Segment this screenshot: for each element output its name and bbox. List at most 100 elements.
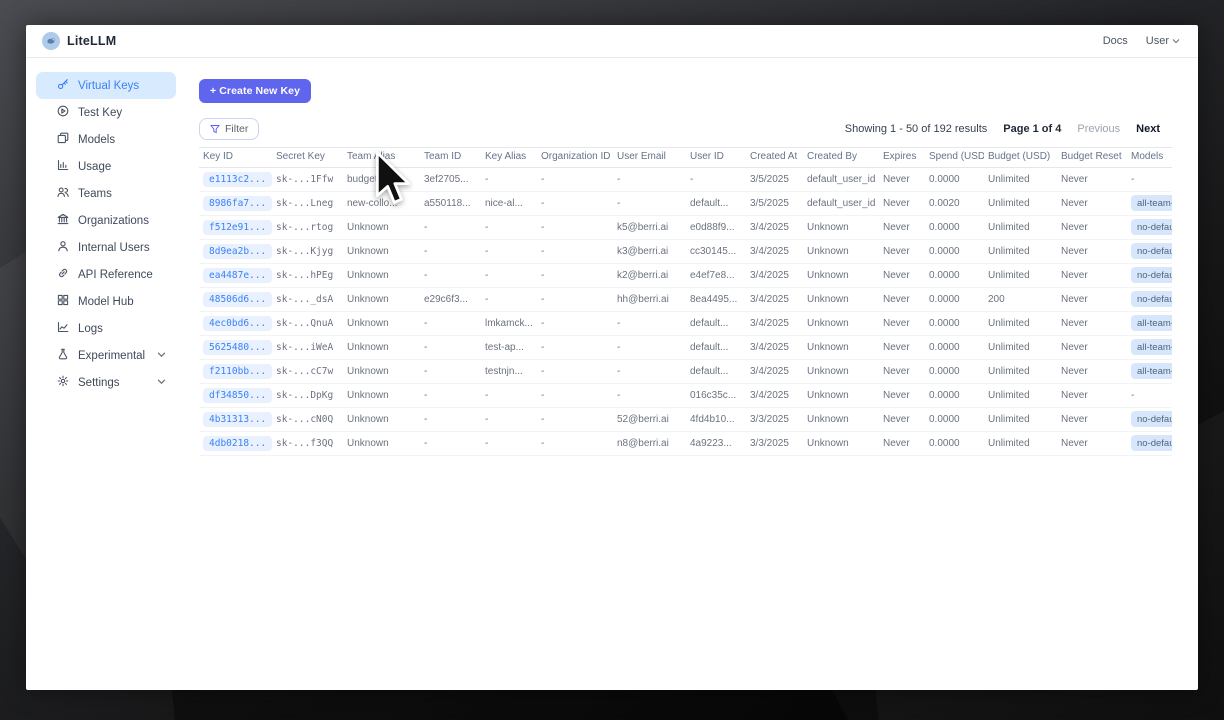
table-cell: Never: [1057, 431, 1127, 456]
litellm-logo-icon: [42, 32, 60, 50]
table-cell: Never: [1057, 191, 1127, 216]
key-id-badge[interactable]: f2110bb...: [203, 363, 272, 379]
key-id-badge[interactable]: ea4487e...: [203, 267, 272, 283]
table-cell: Unlimited: [984, 239, 1057, 264]
key-id-badge[interactable]: 4b31313...: [203, 411, 272, 427]
sidebar-item-virtual-keys[interactable]: Virtual Keys: [36, 72, 176, 99]
key-icon: [57, 78, 69, 93]
table-cell: -: [481, 263, 537, 288]
page-indicator: Page 1 of 4: [1003, 123, 1062, 135]
column-header: Budget Reset: [1057, 148, 1127, 168]
sidebar-item-label: Internal Users: [78, 241, 150, 254]
key-id-badge[interactable]: e1113c2...: [203, 171, 272, 187]
sidebar-item-experimental[interactable]: Experimental: [36, 342, 176, 369]
create-new-key-button[interactable]: + Create New Key: [199, 79, 312, 103]
key-id-badge[interactable]: 48506d6...: [203, 291, 272, 307]
table-cell: Unknown: [343, 383, 420, 408]
table-cell: -: [420, 215, 481, 240]
table-cell: Never: [879, 287, 925, 312]
model-badge: no-default: [1131, 243, 1172, 259]
secret-key: sk-...QnuA: [276, 317, 334, 329]
table-cell: Never: [879, 215, 925, 240]
table-cell: Unknown: [803, 335, 879, 360]
sidebar-item-label: Teams: [78, 187, 112, 200]
column-header: Created At: [746, 148, 803, 168]
docs-link[interactable]: Docs: [1102, 35, 1128, 47]
table-cell: 0.0000: [925, 215, 984, 240]
table-cell: Unlimited: [984, 167, 1057, 192]
table-cell: nice-al...: [481, 191, 537, 216]
sidebar-item-api-reference[interactable]: API Reference: [36, 261, 176, 288]
model-badge: all-team-n: [1131, 339, 1172, 355]
table-cell: test-ap...: [481, 335, 537, 360]
column-header: Team Alias: [343, 148, 420, 168]
sidebar-item-model-hub[interactable]: Model Hub: [36, 288, 176, 315]
key-id-badge[interactable]: 8d9ea2b...: [203, 243, 272, 259]
column-header: Spend (USD): [925, 148, 984, 168]
table-cell: Unlimited: [984, 311, 1057, 336]
table-cell: -: [537, 407, 613, 432]
table-cell: e29c6f3...: [420, 287, 481, 312]
column-header: User ID: [686, 148, 746, 168]
table-cell: Never: [1057, 239, 1127, 264]
table-cell: -: [686, 167, 746, 192]
table-row: 4ec0bd6... sk-...QnuA Unknown - lmkamck... - -…: [199, 311, 1172, 336]
table-row: 4b31313... sk-...cN0Q Unknown - - -52@berri.a…: [199, 407, 1172, 432]
keys-table-container[interactable]: Key ID Secret Key Team Alias Team ID Key Ali…: [199, 147, 1172, 459]
table-cell: sk-...cC7w: [272, 359, 343, 384]
sidebar-item-internal-users[interactable]: Internal Users: [36, 234, 176, 261]
table-cell: -: [420, 383, 481, 408]
user-menu[interactable]: User: [1146, 35, 1180, 47]
table-cell: sk-...DpKg: [272, 383, 343, 408]
table-cell: Unknown: [803, 215, 879, 240]
table-cell: cc30145...: [686, 239, 746, 264]
table-cell: -: [613, 311, 686, 336]
sidebar-item-models[interactable]: Models: [36, 126, 176, 153]
key-id-badge[interactable]: 4db0218...: [203, 435, 272, 451]
table-cell: 0.0000: [925, 431, 984, 456]
key-id-badge[interactable]: df34850...: [203, 387, 272, 403]
next-button[interactable]: Next: [1136, 123, 1160, 135]
column-header: Key Alias: [481, 148, 537, 168]
key-id-badge[interactable]: 5625480...: [203, 339, 272, 355]
sidebar-item-teams[interactable]: Teams: [36, 180, 176, 207]
table-cell: 3ef2705...: [420, 167, 481, 192]
table-cell: 5625480...: [199, 335, 272, 360]
key-id-badge[interactable]: 4ec0bd6...: [203, 315, 272, 331]
table-cell: no-default: [1127, 287, 1172, 312]
sidebar-item-organizations[interactable]: Organizations: [36, 207, 176, 234]
table-cell: Never: [1057, 263, 1127, 288]
table-cell: -: [537, 287, 613, 312]
play-icon: [57, 105, 69, 120]
secret-key: sk-...1Ffw: [276, 173, 334, 185]
table-cell: sk-...f3QQ: [272, 431, 343, 456]
table-cell: lmkamck...: [481, 311, 537, 336]
secret-key: sk-...f3QQ: [276, 437, 334, 449]
sidebar-item-settings[interactable]: Settings: [36, 369, 176, 396]
table-cell: -: [537, 167, 613, 192]
sidebar-item-usage[interactable]: Usage: [36, 153, 176, 180]
table-cell: a550118...: [420, 191, 481, 216]
table-cell: Unlimited: [984, 215, 1057, 240]
table-cell: -: [537, 191, 613, 216]
table-cell: 3/5/2025: [746, 167, 803, 192]
table-cell: sk-...cN0Q: [272, 407, 343, 432]
table-cell: 3/4/2025: [746, 383, 803, 408]
table-cell: -: [481, 167, 537, 192]
table-cell: -: [1127, 167, 1172, 192]
table-cell: 8d9ea2b...: [199, 239, 272, 264]
table-row: 48506d6... sk-..._dsA Unknown e29c6f3... - - h…: [199, 287, 1172, 312]
table-cell: Unknown: [803, 407, 879, 432]
table-cell: -: [420, 359, 481, 384]
table-cell: n8@berri.ai: [613, 431, 686, 456]
sidebar-item-test-key[interactable]: Test Key: [36, 99, 176, 126]
key-id-badge[interactable]: f512e91...: [203, 219, 272, 235]
model-badge: no-default: [1131, 291, 1172, 307]
filter-button[interactable]: Filter: [199, 118, 260, 140]
table-cell: budget_tea...: [343, 167, 420, 192]
table-cell: Unlimited: [984, 383, 1057, 408]
previous-button[interactable]: Previous: [1077, 123, 1121, 135]
sidebar-item-logs[interactable]: Logs: [36, 315, 176, 342]
key-id-badge[interactable]: 8986fa7...: [203, 195, 272, 211]
chevron-down-icon: [157, 377, 166, 389]
